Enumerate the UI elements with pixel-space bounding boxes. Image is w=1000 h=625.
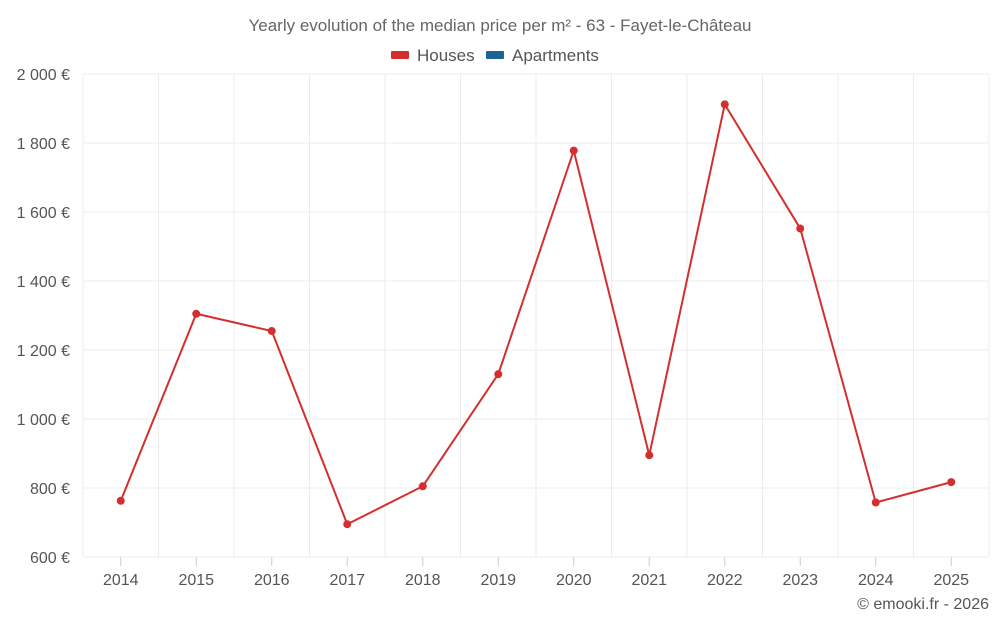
x-tick-label: 2020 — [556, 572, 592, 589]
series-layer — [116, 100, 956, 529]
x-tick-label: 2024 — [858, 572, 894, 589]
data-point[interactable] — [947, 478, 956, 487]
data-point[interactable] — [720, 100, 729, 109]
y-tick-label: 600 € — [30, 550, 70, 567]
axes: 600 € 800 € 1 000 € 1 200 € 1 400 € 1 600 € 1 … — [17, 67, 970, 589]
x-tick-label: 2015 — [178, 572, 214, 589]
data-point[interactable] — [343, 520, 352, 529]
credit-text: © emooki.fr - 2026 — [857, 596, 989, 613]
y-tick-label: 2 000 € — [17, 67, 70, 84]
y-tick-label: 1 600 € — [17, 205, 70, 222]
data-point[interactable] — [267, 327, 276, 336]
x-tick-label: 2021 — [631, 572, 667, 589]
y-tick-label: 1 200 € — [17, 343, 70, 360]
x-tick-label: 2025 — [933, 572, 969, 589]
y-tick-label: 1 000 € — [17, 412, 70, 429]
data-point[interactable] — [116, 496, 125, 505]
x-tick-label: 2019 — [480, 572, 516, 589]
x-tick-label: 2016 — [254, 572, 290, 589]
series-line-houses — [119, 103, 952, 526]
legend-label-apartments[interactable]: Apartments — [512, 46, 599, 65]
data-point[interactable] — [192, 309, 201, 318]
data-point[interactable] — [418, 482, 427, 491]
data-point[interactable] — [871, 498, 880, 507]
data-point[interactable] — [796, 224, 805, 233]
legend-swatch-houses[interactable] — [391, 51, 409, 59]
x-tick-label: 2014 — [103, 572, 139, 589]
legend-label-houses[interactable]: Houses — [417, 46, 475, 65]
grid — [82, 73, 990, 558]
x-tick-label: 2023 — [782, 572, 818, 589]
chart-title: Yearly evolution of the median price per… — [248, 16, 751, 35]
x-tick-label: 2017 — [329, 572, 365, 589]
data-point[interactable] — [494, 370, 503, 379]
data-point[interactable] — [645, 451, 654, 460]
y-tick-label: 1 800 € — [17, 136, 70, 153]
y-tick-label: 800 € — [30, 481, 70, 498]
x-tick-label: 2022 — [707, 572, 743, 589]
legend: Houses Apartments — [391, 46, 599, 65]
y-tick-label: 1 400 € — [17, 274, 70, 291]
x-tick-label: 2018 — [405, 572, 441, 589]
legend-swatch-apartments[interactable] — [486, 51, 504, 59]
data-point[interactable] — [569, 146, 578, 155]
